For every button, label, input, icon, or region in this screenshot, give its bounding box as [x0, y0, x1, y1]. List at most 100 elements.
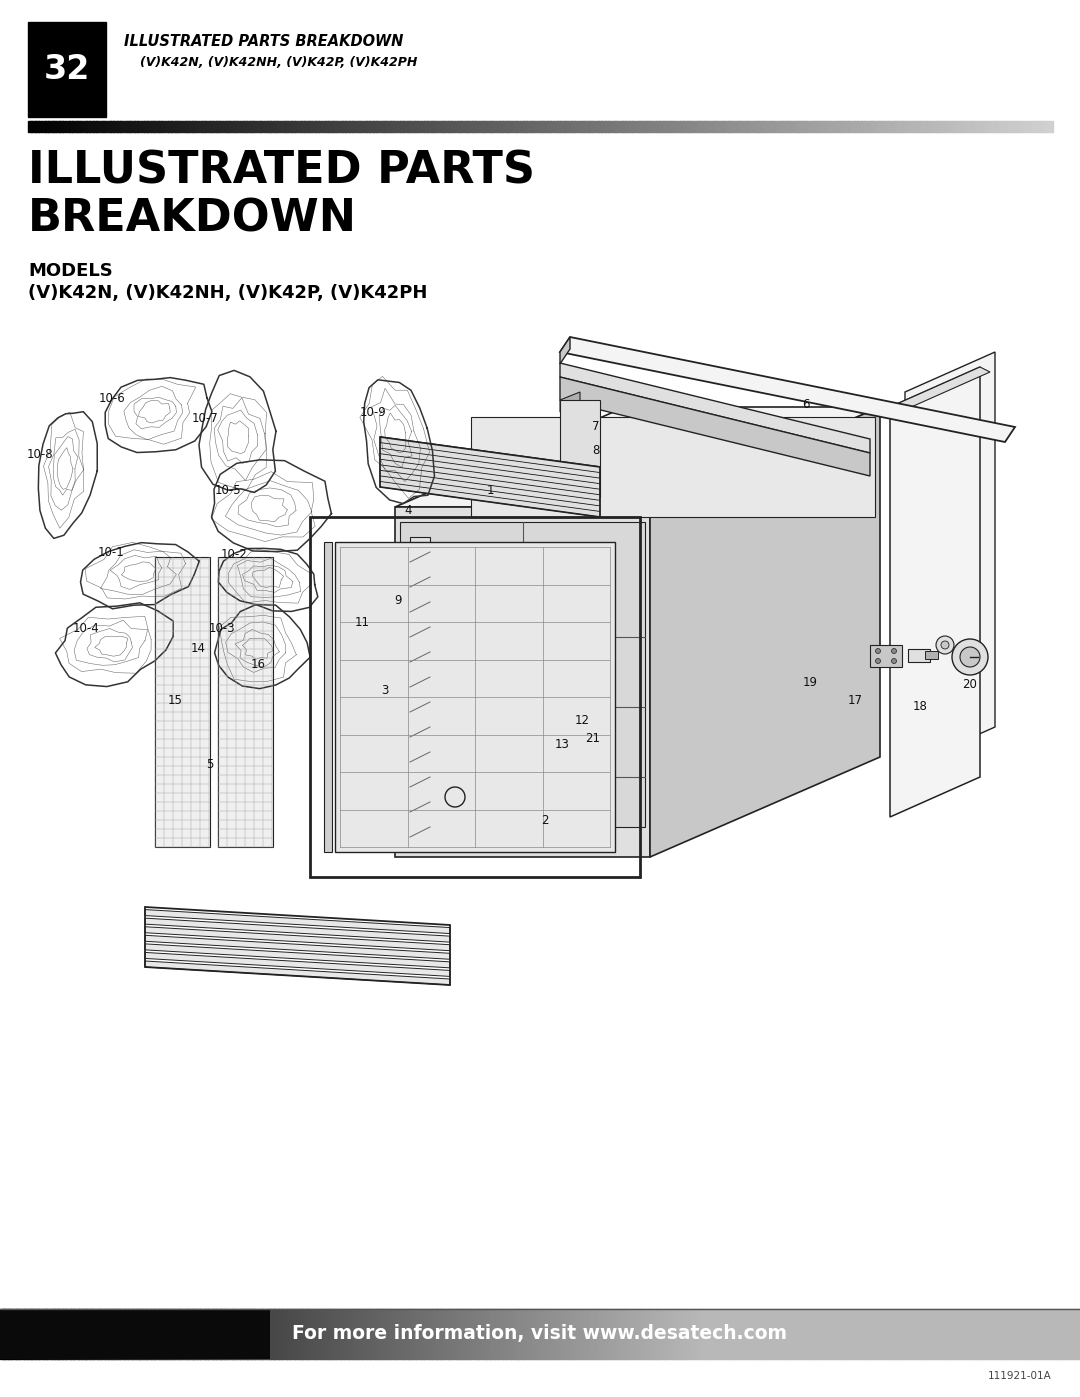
Bar [998, 122, 1001, 131]
Bar [810, 1309, 813, 1359]
Bar [213, 122, 216, 131]
Bar [455, 122, 459, 131]
Bar [572, 1309, 576, 1359]
Bar [821, 1309, 824, 1359]
Bar [557, 122, 562, 131]
Bar [461, 122, 465, 131]
Bar [468, 1309, 471, 1359]
Bar [49, 1309, 52, 1359]
Bar [813, 1309, 816, 1359]
Bar [752, 122, 756, 131]
Bar [789, 122, 794, 131]
Bar [208, 122, 213, 131]
Bar [616, 122, 619, 131]
Bar [387, 1309, 390, 1359]
Bar [543, 1309, 546, 1359]
Bar [701, 122, 704, 131]
Bar [840, 122, 845, 131]
Bar [675, 1309, 678, 1359]
Bar [535, 1309, 538, 1359]
Bar [322, 122, 326, 131]
Bar [346, 1309, 349, 1359]
Bar [259, 1309, 262, 1359]
Bar [805, 1309, 808, 1359]
Bar [1028, 122, 1032, 131]
Bar [306, 1309, 309, 1359]
Bar [997, 1309, 1000, 1359]
Bar [421, 1309, 424, 1359]
Bar [613, 1309, 617, 1359]
Bar [948, 1309, 951, 1359]
Bar [475, 122, 480, 131]
Bar [595, 122, 598, 131]
Bar [529, 1309, 532, 1359]
Bar [30, 1309, 33, 1359]
Bar [956, 1309, 959, 1359]
Text: (V)K42N, (V)K42NH, (V)K42P, (V)K42PH: (V)K42N, (V)K42NH, (V)K42P, (V)K42PH [28, 284, 428, 302]
Bar [929, 1309, 932, 1359]
Bar [920, 1309, 924, 1359]
Bar [761, 122, 766, 131]
Bar [624, 1309, 627, 1359]
Bar [851, 1309, 854, 1359]
Bar [203, 1309, 206, 1359]
Polygon shape [924, 651, 939, 659]
Bar [1014, 122, 1018, 131]
Bar [843, 122, 848, 131]
Bar [238, 1309, 241, 1359]
Bar [240, 122, 244, 131]
Bar [799, 122, 804, 131]
Bar [666, 122, 671, 131]
Bar [63, 1309, 66, 1359]
Text: 12: 12 [575, 714, 590, 726]
Text: ILLUSTRATED PARTS: ILLUSTRATED PARTS [28, 149, 535, 193]
Bar [929, 122, 933, 131]
Bar [52, 1309, 55, 1359]
Text: 1: 1 [486, 483, 494, 496]
Bar [1038, 122, 1042, 131]
Polygon shape [561, 337, 570, 365]
Bar [967, 122, 971, 131]
Text: (V)K42N, (V)K42NH, (V)K42P, (V)K42PH: (V)K42N, (V)K42NH, (V)K42P, (V)K42PH [140, 56, 417, 68]
Bar [697, 122, 701, 131]
Bar [905, 122, 909, 131]
Bar [598, 122, 603, 131]
Polygon shape [156, 557, 210, 847]
Bar [748, 122, 753, 131]
Bar [82, 122, 86, 131]
Bar [530, 122, 534, 131]
Polygon shape [145, 926, 450, 951]
Bar [848, 1309, 851, 1359]
Bar [1062, 1309, 1065, 1359]
Bar [414, 122, 418, 131]
Bar [478, 122, 483, 131]
Text: 10-1: 10-1 [97, 546, 124, 560]
Bar [214, 1309, 217, 1359]
Bar [589, 1309, 592, 1359]
Bar [721, 122, 725, 131]
Text: 32: 32 [44, 53, 91, 87]
Bar [420, 122, 424, 131]
Bar [650, 1309, 654, 1359]
Bar [161, 122, 165, 131]
Text: 10-8: 10-8 [27, 448, 53, 461]
Bar [100, 1309, 104, 1359]
Bar [81, 1309, 84, 1359]
Bar [840, 1309, 843, 1359]
Bar [387, 122, 391, 131]
Bar [910, 1309, 914, 1359]
Bar [93, 122, 97, 131]
Bar [148, 122, 151, 131]
Bar [999, 1309, 1002, 1359]
Bar [799, 1309, 802, 1359]
Bar [743, 1309, 746, 1359]
Text: 10-6: 10-6 [98, 391, 125, 405]
Bar [853, 1309, 856, 1359]
Bar [379, 122, 383, 131]
Bar [505, 122, 510, 131]
Bar [625, 122, 630, 131]
Bar [175, 122, 179, 131]
Bar [437, 122, 442, 131]
Bar [788, 1309, 792, 1359]
Bar [707, 1309, 711, 1359]
